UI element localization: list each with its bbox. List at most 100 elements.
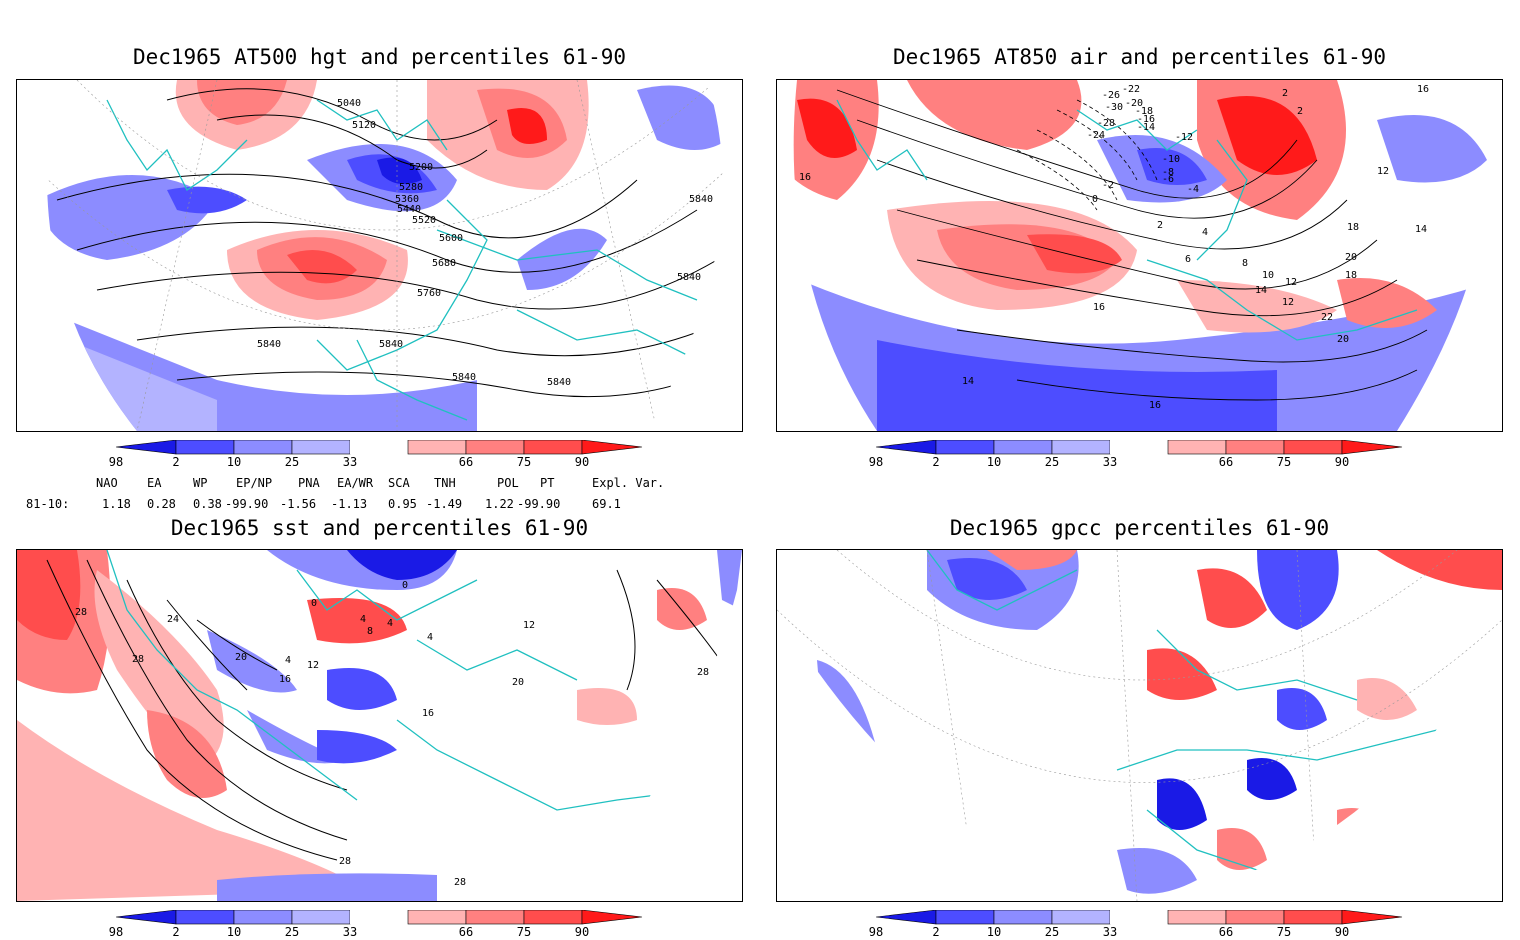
sst-label: 12 [523,620,535,631]
colorbar-sst: 2 10 25 33 66 75 90 98 [109,909,646,940]
air-label: 2 [1157,220,1163,231]
colorbar-svg [115,909,643,925]
colorbar-label: 10 [226,925,242,939]
colorbar-arrow-left [115,439,177,455]
air-label: -2 [1102,180,1114,191]
colorbar-segment [523,439,583,455]
colorbar-segment [291,909,351,925]
colorbar-label: 33 [1102,455,1118,469]
colorbar-label: 90 [1334,455,1350,469]
sst-contour-labels: 28 24 28 20 16 12 4 0 4 8 4 4 0 16 20 12… [75,580,709,888]
colorbar-label: 75 [1276,925,1292,939]
air-label: 2 [1297,106,1303,117]
index-value-pna: -1.56 [280,497,317,511]
hgt-label-5280: 5280 [399,182,423,193]
air-label: 2 [1282,88,1288,99]
sst-label: 12 [307,660,319,671]
colorbar-label: 75 [516,925,532,939]
hgt-label-5840: 5840 [257,339,281,350]
colorbar-label: 98 [868,925,884,939]
sst-label: 0 [311,598,317,609]
sst-label: 4 [427,632,433,643]
air-label: -12 [1175,132,1193,143]
colorbar-arrow-left [115,909,177,925]
air-label: 0 [1092,194,1098,205]
air-label: -6 [1162,174,1174,185]
colorbar-hgt: 2 10 25 33 66 75 90 98 [109,439,646,470]
air-label: 16 [1149,400,1161,411]
air-label: -22 [1122,84,1140,95]
colorbar-label: 90 [574,925,590,939]
air-label: 12 [1377,166,1389,177]
map-panel-sst: 28 24 28 20 16 12 4 0 4 8 4 4 0 16 20 12… [16,549,743,902]
colorbar-segment [1110,440,1168,454]
air-label: -10 [1162,154,1180,165]
colorbar-label: 66 [1218,925,1234,939]
hgt-label-5440: 5440 [397,204,421,215]
air-label: 10 [1262,270,1274,281]
colorbar-gpcc: 2 10 25 33 66 75 90 98 [869,909,1406,940]
sst-label: 24 [167,614,179,625]
colorbar-air: 2 10 25 33 66 75 90 98 [869,439,1406,470]
map-panel-air: -26 -22 -20 -30 -18 -16 -28 -14 -24 -12 … [776,79,1503,432]
hgt-label-5840: 5840 [689,194,713,205]
colorbar-svg [875,909,1403,925]
air-label: 4 [1202,227,1208,238]
index-value-epnp: -99.90 [225,497,269,511]
colorbar-segment [1110,910,1168,924]
hgt-label-5600: 5600 [439,233,463,244]
air-label: 6 [1185,254,1191,265]
air-label: 8 [1242,258,1248,269]
colorbar-segment [407,439,467,455]
colorbar-label: 75 [1276,455,1292,469]
air-label: -24 [1087,130,1105,141]
colorbar-label: 66 [1218,455,1234,469]
colorbar-segment [1167,909,1227,925]
index-value-eawr: -1.13 [331,497,368,511]
colorbar-arrow-left [875,909,937,925]
hgt-label-5360: 5360 [395,194,419,205]
colorbar-arrow-right [581,909,643,925]
colorbar-label: 33 [342,925,358,939]
colorbar-arrow-right [1341,909,1403,925]
panel-title-sst: Dec1965 sst and percentiles 61-90 [170,516,589,540]
hgt-label-5120: 5120 [352,120,376,131]
air-label: 18 [1345,270,1357,281]
hgt-label-5520: 5520 [412,215,436,226]
colorbar-label: 33 [1102,925,1118,939]
colorbar-label: 98 [868,455,884,469]
air-label: 18 [1347,222,1359,233]
colorbar-label: 10 [226,455,242,469]
colorbar-arrow-right [581,439,643,455]
sst-label: 28 [454,877,466,888]
colorbar-segment [233,909,293,925]
colorbar-segment [993,439,1053,455]
index-header-wp: WP [193,476,208,490]
index-value-tnh: -1.49 [426,497,463,511]
air-label: -8 [1162,167,1174,178]
air-label: 16 [1417,84,1429,95]
colorbar-segment [935,439,995,455]
map-sst-svg: 28 24 28 20 16 12 4 0 4 8 4 4 0 16 20 12… [17,550,742,901]
index-value-explvar: 69.1 [592,497,621,511]
sst-label: 4 [387,618,393,629]
air-label: -14 [1137,122,1155,133]
colorbar-segment [233,439,293,455]
colorbar-label: 25 [1044,455,1060,469]
panel-title-hgt: Dec1965 AT500 hgt and percentiles 61-90 [132,45,627,69]
colorbar-svg [875,439,1403,455]
colorbar-label: 33 [342,455,358,469]
colorbar-segment [1283,909,1343,925]
sst-label: 28 [75,607,87,618]
sst-label: 8 [367,626,373,637]
colorbar-segment [350,440,408,454]
index-header-eawr: EA/WR [337,476,374,490]
air-label: -4 [1187,184,1199,195]
index-header-pna: PNA [298,476,320,490]
colorbar-label: 98 [108,455,124,469]
air-label: 16 [799,172,811,183]
colorbar-segment [175,439,235,455]
colorbar-label: 90 [1334,925,1350,939]
sst-label: 28 [132,654,144,665]
colorbar-segment [1051,439,1111,455]
